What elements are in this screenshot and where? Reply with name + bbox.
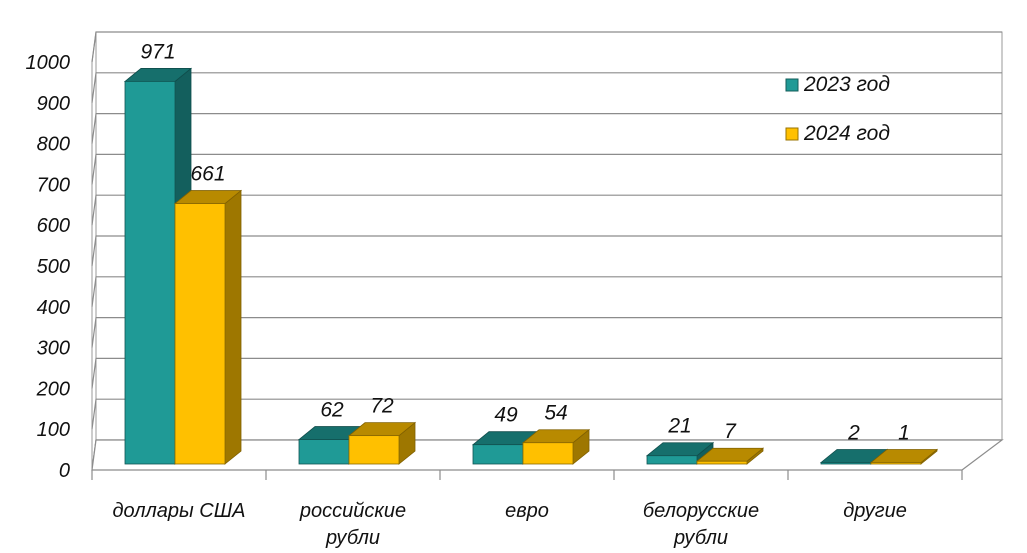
gridline (91, 112, 1002, 144)
bar-front (472, 444, 524, 465)
x-tick-label: другие (843, 500, 907, 522)
bar (645, 441, 715, 465)
legend-swatch (785, 127, 799, 141)
y-tick-label: 0 (59, 460, 70, 482)
y-tick-label: 200 (36, 378, 70, 400)
y-tick-label: 1000 (26, 52, 71, 74)
data-label: 1 (898, 422, 910, 445)
bar-front (820, 462, 872, 465)
y-tick-label: 600 (37, 215, 70, 237)
bar-front (696, 460, 748, 465)
gridline (91, 276, 1002, 307)
data-label: 2 (847, 422, 860, 445)
bar (695, 447, 765, 465)
x-tick-label: белорусские рубли (643, 500, 759, 549)
bar-front (298, 439, 350, 465)
gridline (91, 398, 1002, 430)
gridline (91, 317, 1002, 348)
bar (347, 421, 417, 465)
gridline (91, 194, 1002, 226)
bar-front (522, 442, 574, 465)
y-tick-label: 300 (37, 338, 70, 360)
legend-label: 2024 год (803, 122, 890, 145)
bar-front (124, 81, 176, 465)
y-tick-label: 100 (37, 419, 70, 441)
data-label: 62 (320, 399, 344, 422)
data-label: 72 (370, 395, 394, 418)
bar-side (224, 189, 242, 465)
bar-front (348, 435, 400, 465)
x-tick-label: доллары США (112, 500, 245, 522)
y-tick-label: 900 (37, 93, 70, 115)
y-tick-label: 700 (37, 174, 70, 196)
data-label: 21 (667, 415, 691, 438)
data-label: 49 (494, 404, 518, 427)
x-tick-label: российские рубли (299, 500, 406, 549)
y-tick-label: 500 (37, 256, 70, 278)
y-axis-ticks: 0 100 200 300 400 500 600 700 800 900 1000 (26, 52, 71, 482)
bar-front (646, 455, 698, 465)
gridline (91, 31, 1002, 63)
bar-front (870, 462, 922, 465)
category-labels: доллары США российские рубли евро белорусски… (112, 500, 906, 549)
legend: 2023 год 2024 год (785, 73, 890, 145)
gridline (91, 153, 1002, 185)
legend-label: 2023 год (803, 73, 890, 96)
data-label: 661 (190, 163, 225, 186)
bar (869, 448, 939, 465)
data-label: 971 (140, 40, 175, 63)
bar (173, 189, 243, 465)
data-label: 7 (724, 420, 737, 443)
gridline (91, 72, 1002, 103)
legend-swatch (785, 78, 799, 92)
gridline (91, 235, 1002, 267)
bar (521, 428, 591, 465)
gridline (91, 357, 1002, 389)
data-label: 54 (544, 402, 567, 425)
y-tick-label: 400 (37, 297, 70, 319)
x-tick-label: евро (505, 500, 549, 522)
y-tick-label: 800 (37, 134, 70, 156)
bars (123, 67, 939, 465)
bar-front (174, 203, 226, 465)
